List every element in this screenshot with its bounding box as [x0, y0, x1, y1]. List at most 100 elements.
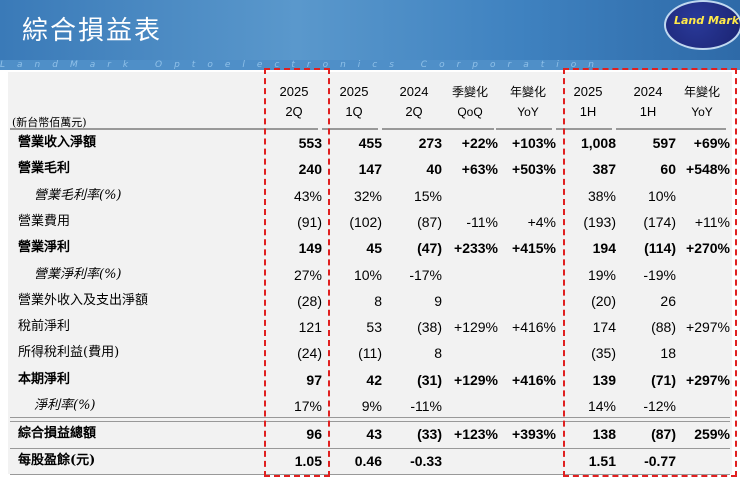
table-row: 淨利率(%) 17% 9% -11% 14% -12%	[10, 393, 730, 419]
column-header-line1: 年變化	[509, 85, 546, 99]
cell-value: +233%	[454, 240, 498, 257]
cell-value: (114)	[644, 240, 676, 257]
cell-value: +270%	[686, 240, 730, 257]
cell-value: 147	[358, 161, 382, 178]
table-row: 本期淨利 97 42 (31) +129% +416% 139 (71) +297%	[10, 367, 730, 393]
cell-value: 1,008	[580, 135, 616, 151]
cell-value: 97	[306, 371, 322, 388]
cell-value: -11%	[466, 213, 498, 230]
table-row: 所得稅利益(費用) (24) (11) 8 (35) 18	[10, 340, 730, 366]
cell-value: (102)	[349, 213, 382, 230]
cell-value: +416%	[512, 371, 556, 388]
header-underline	[10, 128, 262, 130]
header-underline	[556, 128, 612, 130]
cell-value: 43%	[293, 187, 322, 204]
column-header: 2025 1Q	[324, 82, 384, 122]
column-header-line2: 2Q	[405, 104, 423, 119]
table-row: 營業外收入及支出淨額 (28) 8 9 (20) 26	[10, 288, 730, 314]
cell-value: 597	[652, 135, 676, 151]
cell-value: -0.33	[410, 452, 442, 469]
row-label: 淨利率(%)	[34, 398, 96, 413]
cell-value: 26	[660, 292, 676, 309]
cell-value: +63%	[461, 161, 498, 178]
income-statement-table	[8, 72, 732, 474]
row-label: 營業費用	[18, 213, 71, 229]
cell-value: 9%	[361, 398, 382, 414]
column-header-line1: 2024	[399, 84, 429, 99]
column-header-line2: 1Q	[345, 104, 363, 119]
cell-value: +103%	[512, 135, 556, 151]
cell-value: (91)	[297, 213, 322, 230]
cell-value: 455	[358, 135, 382, 151]
header-underline	[616, 128, 672, 130]
cell-value: 45	[366, 240, 382, 257]
table-row: 稅前淨利 121 53 (38) +129% +416% 174 (88) +297%	[10, 314, 730, 340]
cell-value: 138	[592, 426, 616, 443]
highlight-box-2025-2q	[264, 68, 330, 477]
column-header-line2: 1H	[639, 104, 657, 119]
column-header-line1: 2025	[573, 84, 603, 99]
table-row: 營業毛利 240 147 40 +63% +503% 387 60 +548%	[10, 156, 730, 182]
row-label: 稅前淨利	[18, 319, 71, 335]
cell-value: +393%	[512, 426, 556, 443]
cell-value: +4%	[527, 213, 556, 230]
cell-value: 60	[660, 161, 676, 178]
row-divider	[10, 474, 730, 475]
table-row: 每股盈餘(元) 1.05 0.46 -0.33 1.51 -0.77	[10, 448, 730, 474]
cell-value: 42	[366, 371, 382, 388]
table-row: 綜合損益總額 96 43 (33) +123% +393% 138 (87) 259%	[10, 421, 730, 447]
row-divider	[10, 417, 730, 418]
header-underline	[322, 128, 378, 130]
header-underline	[670, 128, 726, 130]
cell-value: (11)	[358, 345, 382, 362]
row-label: 營業外收入及支出淨額	[18, 292, 149, 308]
cell-value: +123%	[454, 426, 498, 443]
column-header: 季變化 QoQ	[440, 82, 500, 122]
column-header: 年變化 YoY	[498, 82, 558, 122]
cell-value: 553	[298, 135, 322, 151]
row-label: 營業收入淨額	[18, 135, 97, 150]
row-divider	[10, 421, 730, 422]
cell-value: +22%	[461, 135, 498, 151]
cell-value: 1.51	[588, 452, 616, 469]
row-label: 營業毛利	[18, 161, 71, 177]
cell-value: -12%	[643, 398, 676, 414]
cell-value: 19%	[587, 266, 616, 283]
cell-value: 149	[298, 240, 322, 257]
column-header-line2: 1H	[579, 104, 597, 119]
column-header-line2: YoY	[691, 105, 713, 119]
cell-value: 387	[592, 161, 616, 178]
table-row: 營業淨利 149 45 (47) +233% +415% 194 (114) +270%	[10, 235, 730, 261]
cell-value: +415%	[512, 240, 556, 257]
cell-value: 32%	[353, 187, 382, 204]
company-logo: Land Mark	[664, 0, 740, 50]
column-header-line1: 2025	[279, 84, 309, 99]
cell-value: 259%	[694, 426, 730, 443]
column-header: 年變化 YoY	[672, 82, 732, 122]
cell-value: 273	[418, 135, 442, 151]
cell-value: 8	[374, 292, 382, 309]
cell-value: 1.05	[294, 452, 322, 469]
row-divider	[10, 448, 730, 449]
cell-value: (47)	[417, 240, 442, 257]
table-row: 營業收入淨額 553 455 273 +22% +103% 1,008 597 +69%	[10, 130, 730, 156]
cell-value: (35)	[591, 345, 616, 362]
row-label: 每股盈餘(元)	[18, 452, 96, 468]
page-title: 綜合損益表	[22, 16, 163, 46]
column-header-line1: 季變化	[451, 85, 488, 99]
header-underline	[496, 128, 552, 130]
cell-value: 0.46	[354, 452, 382, 469]
column-header-line1: 2025	[339, 84, 369, 99]
cell-value: 8	[434, 345, 442, 362]
cell-value: 17%	[293, 398, 322, 414]
column-header: 2025 1H	[558, 82, 618, 122]
cell-value: (28)	[297, 292, 322, 309]
cell-value: (88)	[651, 319, 676, 336]
cell-value: 10%	[647, 187, 676, 204]
cell-value: 53	[366, 319, 382, 336]
cell-value: (71)	[651, 371, 676, 388]
highlight-box-1h	[563, 68, 737, 477]
cell-value: 9	[434, 292, 442, 309]
cell-value: 14%	[587, 398, 616, 414]
column-header: 2024 2Q	[384, 82, 444, 122]
